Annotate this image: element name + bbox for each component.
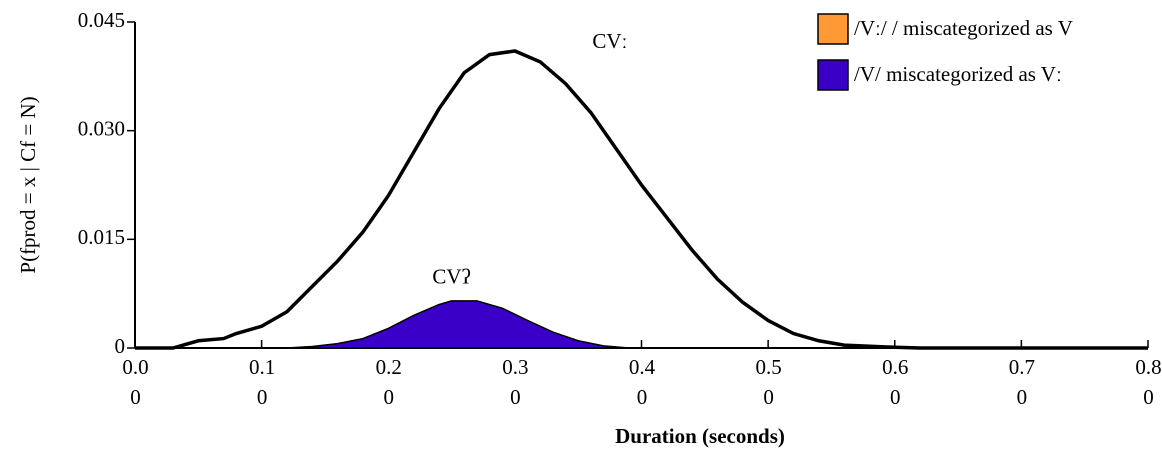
legend-label: /V/ miscategorized as Vː [854, 62, 1062, 86]
area [286, 300, 629, 349]
y-tick-label: 0.045 [78, 8, 125, 32]
x-tick-label: 0.10 [249, 355, 276, 409]
x-tick-label: 0.30 [502, 355, 529, 409]
x-tick-label: 0.40 [628, 355, 656, 409]
x-axis-label: Duration (seconds) [615, 424, 785, 448]
x-tick-label: 0.20 [375, 355, 402, 409]
x-tick-label: 0.80 [1135, 355, 1162, 409]
y-tick-label: 0.030 [78, 116, 125, 140]
x-tick-label: 0.70 [1008, 355, 1035, 409]
legend-label: /Vː/ / miscategorized as V [854, 16, 1073, 40]
x-tick-label: 0.50 [755, 355, 782, 409]
x-tick-label: 0.60 [882, 355, 909, 409]
y-axis-label: P(fprod = x | Cf = N) [16, 96, 40, 273]
y-tick-label: 0.015 [78, 225, 125, 249]
series-label: CVː [592, 29, 627, 53]
series-label: CVʔ [432, 265, 471, 289]
legend-swatch [817, 13, 849, 45]
legend-swatch [817, 59, 849, 91]
y-tick-label: 0 [115, 334, 126, 358]
line [135, 49, 1148, 350]
x-tick-label: 0.00 [122, 355, 149, 409]
